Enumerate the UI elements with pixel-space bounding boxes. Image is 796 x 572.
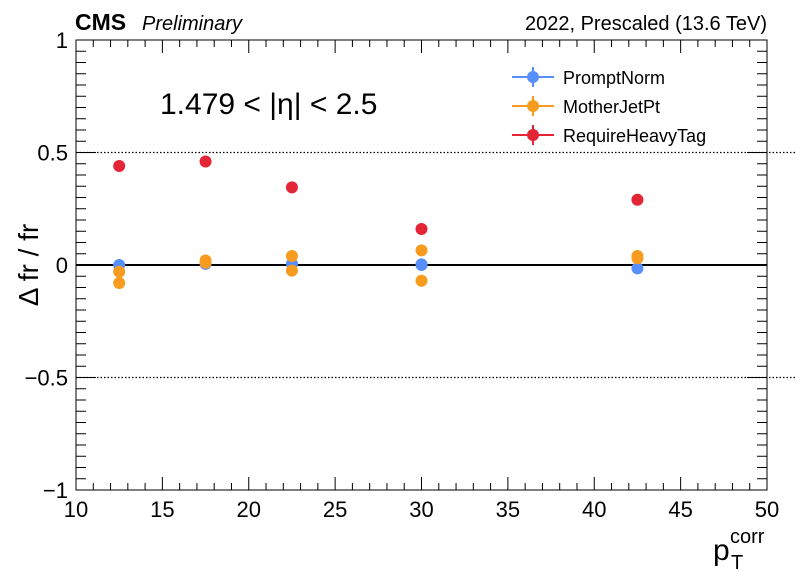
legend-marker <box>527 100 539 112</box>
point-motherjetpt-3-3 <box>415 274 428 287</box>
experiment-label: CMS <box>75 9 126 35</box>
run-info-label: 2022, Prescaled (13.6 TeV) <box>525 13 767 35</box>
legend-label: RequireHeavyTag <box>563 126 706 146</box>
status-label: Preliminary <box>142 13 243 35</box>
x-tick-label-2: 20 <box>237 497 261 522</box>
point-requireheavytag-4-0 <box>113 160 126 172</box>
legend-entry-promptnorm: PromptNorm <box>512 67 665 88</box>
y-tick-labels: −1 −0.5 0 0.5 1 <box>25 28 68 503</box>
eta-region-label: 1.479 < |η| < 2.5 <box>160 88 377 121</box>
legend: PromptNorm MotherJetPt RequireHeavyTag <box>512 67 706 146</box>
legend-label: PromptNorm <box>563 68 665 88</box>
x-tick-label-6: 40 <box>582 497 606 522</box>
y-tick-label-4: 1 <box>56 28 68 53</box>
x-tick-label-7: 45 <box>668 497 692 522</box>
x-axis-label: p T corr <box>713 526 765 572</box>
y-tick-label-3: 0.5 <box>37 141 68 166</box>
y-axis-label: Δ fr / fr <box>13 224 44 306</box>
point-motherjetpt-2-2 <box>285 250 298 262</box>
point-requireheavytag-4-4 <box>631 193 644 206</box>
point-motherjetpt-2-0 <box>113 265 126 278</box>
x-tick-label-3: 25 <box>323 497 347 522</box>
x-tick-label-5: 35 <box>496 497 520 522</box>
x-tick-label-1: 15 <box>150 497 174 522</box>
point-motherjetpt-3-4 <box>631 252 644 265</box>
x-tick-label-8: 50 <box>755 497 779 522</box>
y-tick-label-2: 0 <box>56 253 68 278</box>
y-tick-label-1: −0.5 <box>25 366 68 391</box>
legend-marker <box>527 129 539 141</box>
point-requireheavytag-4-3 <box>415 223 428 235</box>
x-axis-label-sub: T <box>731 552 743 572</box>
point-motherjetpt-2-3 <box>415 244 428 257</box>
point-promptnorm-0-4 <box>631 262 644 275</box>
point-requireheavytag-4-2 <box>285 181 298 194</box>
x-axis-label-main: p <box>713 534 730 567</box>
y-tick-label-0: −1 <box>43 478 68 503</box>
legend-entry-requireheavytag: RequireHeavyTag <box>512 125 706 146</box>
point-promptnorm-1-0 <box>415 259 428 271</box>
reference-lines <box>76 151 796 379</box>
data-points <box>113 155 644 289</box>
legend-entry-motherjetpt: MotherJetPt <box>512 96 660 117</box>
x-axis-label-sup: corr <box>730 526 765 548</box>
legend-marker <box>527 71 539 83</box>
legend-label: MotherJetPt <box>563 97 660 117</box>
point-motherjetpt-3-0 <box>113 277 126 289</box>
x-tick-label-0: 10 <box>64 497 88 522</box>
axis-ticks <box>75 39 768 491</box>
point-motherjetpt-3-2 <box>285 264 298 277</box>
point-requireheavytag-4-1 <box>199 155 212 168</box>
x-tick-label-4: 30 <box>409 497 433 522</box>
point-motherjetpt-3-1 <box>199 256 212 269</box>
x-tick-labels: 10 15 20 25 30 35 40 45 50 <box>64 497 779 522</box>
